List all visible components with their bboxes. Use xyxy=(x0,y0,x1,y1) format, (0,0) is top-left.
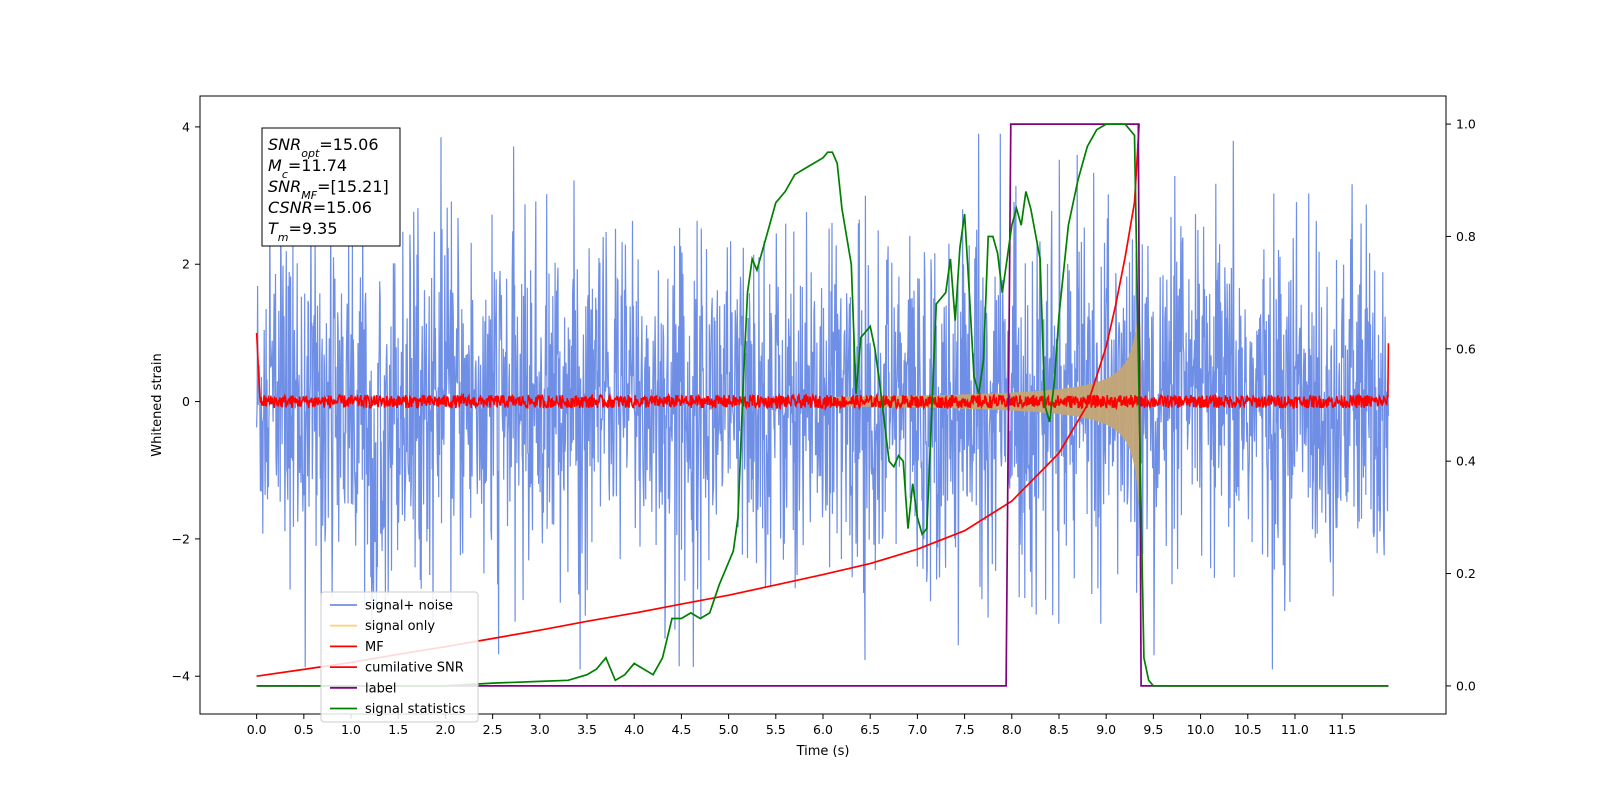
y-axis-label: Whitened strain xyxy=(150,353,165,456)
x-tick-label: 6.0 xyxy=(813,722,833,737)
x-tick-label: 7.0 xyxy=(907,722,927,737)
x-tick-label: 8.5 xyxy=(1049,722,1069,737)
x-axis: 0.0 0.5 1.0 1.5 2.0 2.5 3.0 3.5 4.0 4.5 5.0 5.5 6.0 6… xyxy=(247,714,1356,737)
legend-label: signal statistics xyxy=(365,702,466,717)
x-tick-label: 0.0 xyxy=(247,722,267,737)
info-line: SNRMF=[15.21] xyxy=(268,177,389,202)
y-tick-label: 2 xyxy=(182,257,190,272)
y-axis-right: 0.0 0.2 0.4 0.6 0.8 1.0 xyxy=(1446,117,1476,693)
info-line: CSNR=15.06 xyxy=(268,198,372,217)
legend-frame xyxy=(320,591,479,723)
info-box: SNRopt=15.06Mc=11.74SNRMF=[15.21]CSNR=15… xyxy=(261,127,401,247)
y2-tick-label: 0.6 xyxy=(1456,341,1476,356)
info-line: Mc=11.74 xyxy=(268,156,347,181)
data-layer xyxy=(255,123,1390,687)
x-tick-label: 5.0 xyxy=(719,722,739,737)
y2-tick-label: 0.0 xyxy=(1456,678,1476,693)
info-line: Tm=9.35 xyxy=(268,219,338,244)
x-tick-label: 9.0 xyxy=(1096,722,1116,737)
legend-label: MF xyxy=(365,640,384,655)
x-tick-label: 0.5 xyxy=(294,722,314,737)
y-tick-label: −4 xyxy=(172,669,190,684)
x-tick-label: 3.0 xyxy=(530,722,550,737)
x-tick-label: 10.5 xyxy=(1234,722,1262,737)
x-axis-label: Time (s) xyxy=(796,744,850,759)
y2-tick-label: 0.8 xyxy=(1456,229,1476,244)
x-tick-label: 4.0 xyxy=(624,722,644,737)
x-tick-label: 9.5 xyxy=(1143,722,1163,737)
x-tick-label: 4.5 xyxy=(671,722,691,737)
info-line: SNRopt=15.06 xyxy=(268,135,379,160)
y2-tick-label: 0.2 xyxy=(1456,566,1476,581)
x-tick-label: 10.0 xyxy=(1187,722,1215,737)
x-tick-label: 11.0 xyxy=(1281,722,1309,737)
x-tick-label: 11.5 xyxy=(1328,722,1356,737)
y-tick-label: 0 xyxy=(182,394,190,409)
legend-label: cumilative SNR xyxy=(365,661,464,676)
x-tick-label: 3.5 xyxy=(577,722,597,737)
mf-line xyxy=(255,332,1390,412)
x-tick-label: 8.0 xyxy=(1002,722,1022,737)
legend-label: label xyxy=(365,681,396,696)
y-tick-label: 4 xyxy=(182,119,190,134)
y2-tick-label: 1.0 xyxy=(1456,117,1476,132)
y2-tick-label: 0.4 xyxy=(1456,454,1476,469)
x-tick-label: 6.5 xyxy=(860,722,880,737)
x-tick-label: 1.0 xyxy=(341,722,361,737)
legend: signal+ noise signal only MF cumilative SNR… xyxy=(320,591,479,723)
signal-only-fill xyxy=(823,291,1140,512)
x-tick-label: 1.5 xyxy=(388,722,408,737)
x-tick-label: 2.5 xyxy=(483,722,503,737)
y-axis-left: −4 −2 0 2 4 xyxy=(172,119,200,684)
legend-label: signal only xyxy=(365,619,435,634)
x-tick-label: 2.0 xyxy=(435,722,455,737)
legend-label: signal+ noise xyxy=(365,599,453,614)
x-tick-label: 5.5 xyxy=(766,722,786,737)
y-tick-label: −2 xyxy=(172,531,190,546)
x-tick-label: 7.5 xyxy=(955,722,975,737)
series-signal-statistics-line xyxy=(256,123,1389,687)
info-box-frame xyxy=(261,127,401,247)
